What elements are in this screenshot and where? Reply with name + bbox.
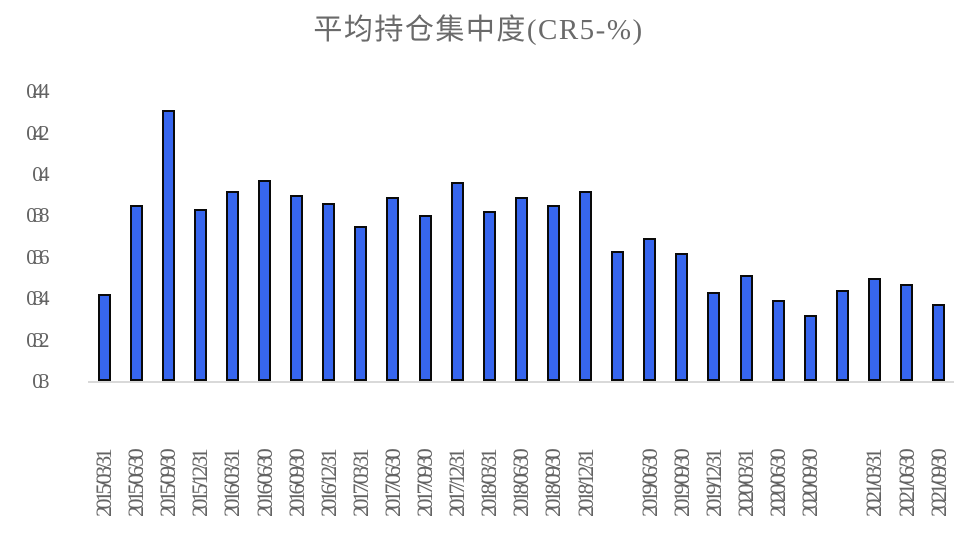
bar	[258, 180, 271, 381]
bar	[322, 202, 336, 381]
y-tick-label: 0.44	[26, 79, 49, 104]
bar	[835, 289, 849, 381]
bar	[739, 275, 753, 381]
bar	[771, 300, 785, 381]
y-tick-label: 0.32	[26, 327, 49, 352]
chart-area: 平均持仓集中度(CR5-%) 0.44 0.42 0.4 0.38 0.36 0.34 0.…	[26, 14, 954, 517]
bar	[579, 190, 592, 381]
bar	[482, 211, 496, 381]
y-tick-label: 0.38	[26, 203, 49, 228]
bar	[193, 209, 207, 381]
bar	[161, 109, 175, 381]
x-axis-line	[88, 381, 954, 383]
chart-title: 平均持仓集中度(CR5-%)	[313, 14, 644, 46]
y-tick-label: 0.4	[32, 162, 49, 186]
bar	[546, 205, 560, 381]
bar	[418, 215, 432, 381]
y-tick-label: 0.3	[32, 369, 49, 393]
bar	[611, 250, 625, 381]
bar	[932, 304, 946, 381]
bar	[450, 182, 464, 381]
bar	[225, 190, 239, 381]
bar	[386, 196, 400, 381]
bar	[354, 225, 368, 381]
bar	[97, 294, 111, 381]
bar	[707, 291, 721, 381]
y-tick-label: 0.36	[26, 244, 49, 269]
bar	[900, 283, 913, 381]
y-tick-label: 0.34	[26, 286, 49, 311]
bar	[675, 252, 689, 381]
bar	[290, 194, 304, 381]
bar	[867, 277, 881, 381]
bar	[643, 238, 657, 381]
bar	[129, 205, 143, 381]
bar	[514, 196, 528, 381]
bar	[803, 314, 817, 381]
y-tick-label: 0.42	[26, 120, 49, 145]
